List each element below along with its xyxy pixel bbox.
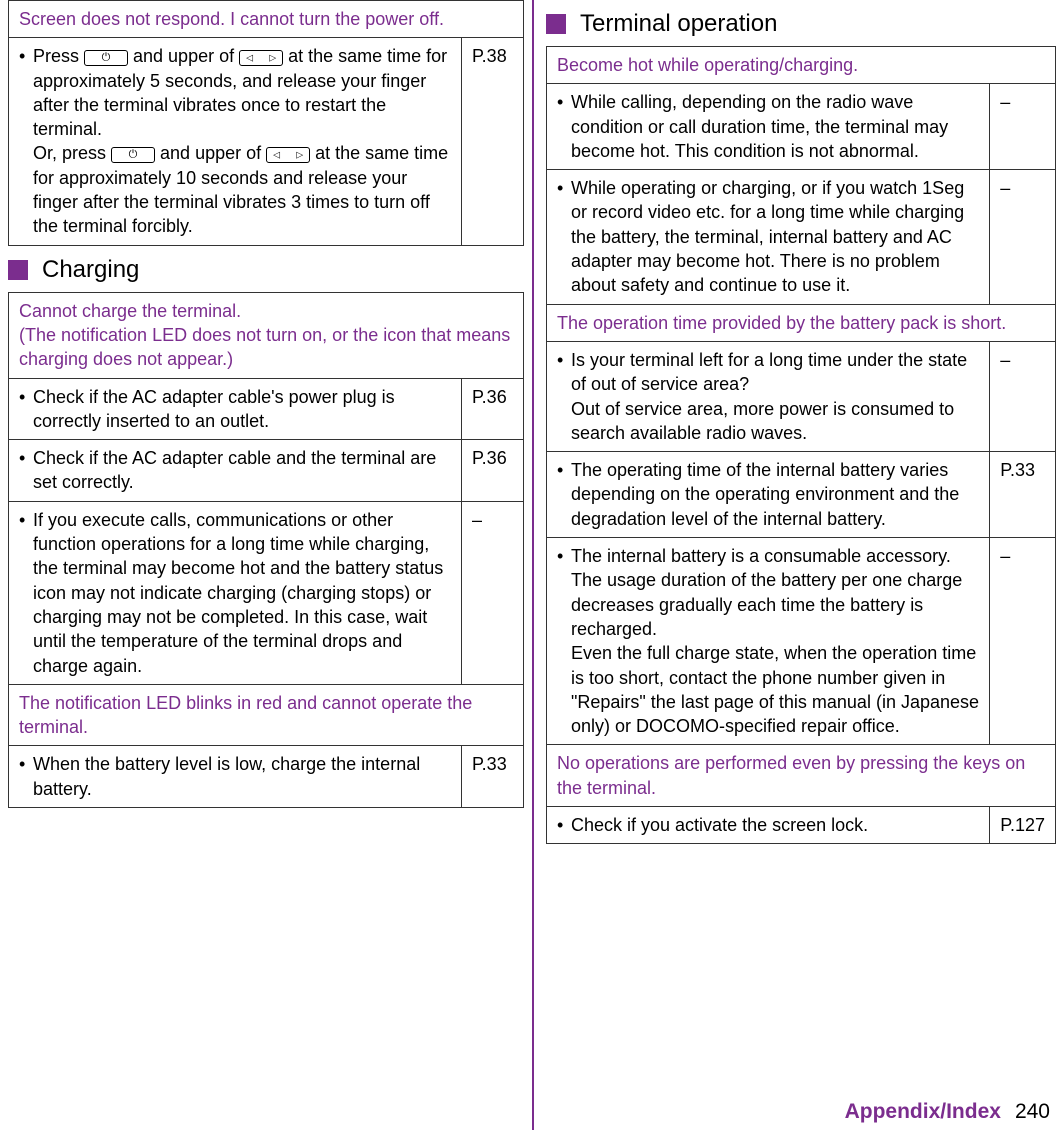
table-screen-no-respond: Screen does not respond. I cannot turn t… (8, 0, 524, 246)
page-ref: P.36 (462, 440, 524, 502)
section-title: Terminal operation (580, 10, 777, 38)
table-row: •When the battery level is low, charge t… (9, 746, 524, 808)
solution-cell: • Press and upper of at the same time fo… (9, 38, 462, 245)
solution-text: Check if you activate the screen lock. (571, 813, 979, 837)
section-header-charging: Charging (8, 256, 524, 284)
section-title: Charging (42, 256, 139, 284)
solution-text: Check if the AC adapter cable and the te… (33, 446, 451, 495)
table-row: •Is your terminal left for a long time u… (547, 341, 1056, 451)
table-row: •The internal battery is a consumable ac… (547, 538, 1056, 745)
solution-text: The internal battery is a consumable acc… (571, 544, 979, 738)
problem-heading: No operations are performed even by pres… (547, 745, 1056, 807)
solution-text: Check if the AC adapter cable's power pl… (33, 385, 451, 434)
square-icon (8, 260, 28, 280)
power-key-icon (84, 50, 128, 66)
page: Screen does not respond. I cannot turn t… (0, 0, 1064, 1130)
page-ref: – (990, 170, 1056, 304)
table-row: •Check if you activate the screen lock. … (547, 807, 1056, 844)
table-row: •Check if the AC adapter cable's power p… (9, 378, 524, 440)
problem-heading: The operation time provided by the batte… (547, 304, 1056, 341)
problem-heading: Cannot charge the terminal. (The notific… (9, 292, 524, 378)
square-icon (546, 14, 566, 34)
solution-text: Press and upper of at the same time for … (33, 44, 451, 238)
solution-text: The operating time of the internal batte… (571, 458, 979, 531)
page-ref: P.33 (462, 746, 524, 808)
power-key-icon (111, 147, 155, 163)
page-ref: – (990, 84, 1056, 170)
solution-text: Is your terminal left for a long time un… (571, 348, 979, 445)
table-row: •The operating time of the internal batt… (547, 452, 1056, 538)
table-terminal-operation: Become hot while operating/charging. •Wh… (546, 46, 1056, 844)
footer-page-number: 240 (1015, 1100, 1050, 1123)
solution-text: While calling, depending on the radio wa… (571, 90, 979, 163)
problem-heading: Become hot while operating/charging. (547, 47, 1056, 84)
table-row: •While operating or charging, or if you … (547, 170, 1056, 304)
table-row: •While calling, depending on the radio w… (547, 84, 1056, 170)
problem-heading: The notification LED blinks in red and c… (9, 684, 524, 746)
table-row: •If you execute calls, communications or… (9, 501, 524, 684)
volume-key-icon (239, 50, 283, 66)
solution-text: When the battery level is low, charge th… (33, 752, 451, 801)
table-row: •Check if the AC adapter cable and the t… (9, 440, 524, 502)
section-header-terminal: Terminal operation (546, 10, 1056, 38)
solution-text: If you execute calls, communications or … (33, 508, 451, 678)
page-ref: P.127 (990, 807, 1056, 844)
page-ref: – (462, 501, 524, 684)
footer-section: Appendix/Index (845, 1100, 1001, 1123)
page-ref: – (990, 538, 1056, 745)
page-ref: – (990, 341, 1056, 451)
table-row: • Press and upper of at the same time fo… (9, 38, 524, 245)
page-ref: P.36 (462, 378, 524, 440)
volume-key-icon (266, 147, 310, 163)
right-column: Terminal operation Become hot while oper… (532, 0, 1064, 1130)
page-ref: P.33 (990, 452, 1056, 538)
bullet: • (19, 44, 33, 238)
page-ref: P.38 (462, 38, 524, 245)
problem-heading: Screen does not respond. I cannot turn t… (9, 1, 524, 38)
footer: Appendix/Index 240 (845, 1100, 1050, 1124)
left-column: Screen does not respond. I cannot turn t… (0, 0, 532, 1130)
table-charging: Cannot charge the terminal. (The notific… (8, 292, 524, 808)
solution-text: While operating or charging, or if you w… (571, 176, 979, 297)
